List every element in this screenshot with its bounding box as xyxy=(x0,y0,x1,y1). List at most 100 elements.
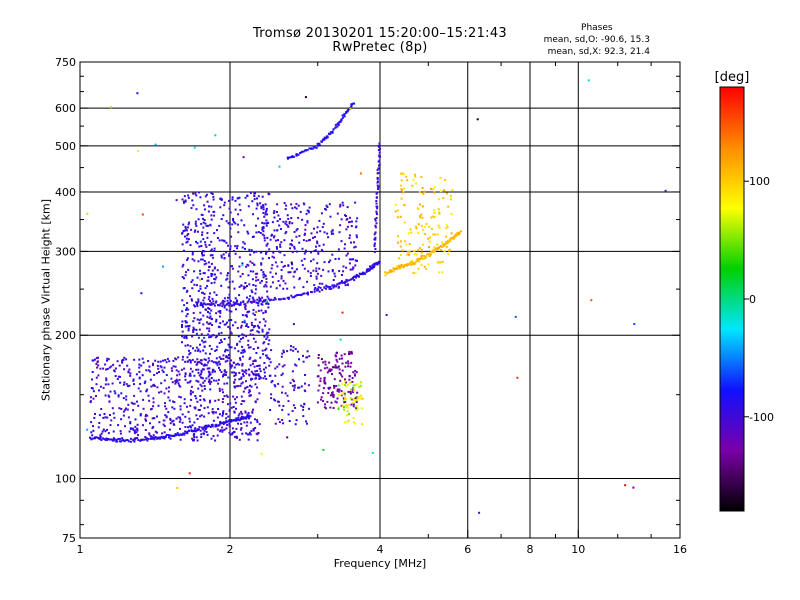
echo-point xyxy=(197,300,200,303)
echo-point xyxy=(220,422,223,425)
echo-point xyxy=(298,234,301,237)
echo-point xyxy=(240,376,243,379)
echo-point xyxy=(219,429,222,432)
echo-point xyxy=(222,398,225,400)
echo-point xyxy=(256,272,259,275)
echo-point xyxy=(276,365,279,368)
echo-point xyxy=(255,224,257,227)
echo-point xyxy=(241,262,244,265)
echo-point xyxy=(374,218,377,221)
echo-point xyxy=(249,421,252,424)
echo-point xyxy=(341,274,343,276)
echo-point xyxy=(191,335,194,338)
echo-point xyxy=(378,159,381,162)
echo-point xyxy=(228,410,231,412)
echo-point xyxy=(187,308,190,311)
echo-point xyxy=(323,138,326,141)
echo-point xyxy=(199,303,202,305)
echo-point xyxy=(128,384,131,387)
echo-point xyxy=(405,243,408,246)
echo-point xyxy=(297,294,300,296)
echo-point xyxy=(245,417,248,420)
echo-point xyxy=(239,358,242,361)
echo-point xyxy=(286,214,289,217)
echo-point xyxy=(196,303,199,306)
echo-point xyxy=(350,278,353,281)
echo-point xyxy=(164,359,167,361)
echo-point xyxy=(344,284,347,287)
echo-point xyxy=(90,431,93,434)
echo-point xyxy=(140,292,143,295)
echo-point xyxy=(239,384,242,387)
echo-point xyxy=(433,191,436,194)
echo-point xyxy=(229,227,232,230)
echo-point xyxy=(313,290,316,293)
echo-point xyxy=(207,210,210,213)
echo-point xyxy=(373,244,376,247)
echo-point xyxy=(264,366,267,369)
echo-point xyxy=(283,239,286,242)
echo-point xyxy=(252,308,255,311)
echo-point xyxy=(345,398,348,401)
echo-point xyxy=(336,388,339,391)
echo-point xyxy=(326,371,329,374)
echo-point xyxy=(201,214,204,216)
echo-point xyxy=(240,324,243,327)
echo-point xyxy=(169,419,172,421)
echo-point xyxy=(253,314,256,316)
echo-point xyxy=(208,295,211,298)
echo-point xyxy=(420,224,423,227)
echo-point xyxy=(328,287,331,290)
echo-point xyxy=(385,314,388,316)
echo-point xyxy=(252,373,255,376)
echo-point xyxy=(318,219,321,222)
echo-point xyxy=(105,368,108,371)
echo-point xyxy=(270,381,273,384)
echo-point xyxy=(187,223,190,226)
echo-point xyxy=(261,303,264,306)
echo-point xyxy=(234,222,237,225)
echo-point xyxy=(278,165,281,168)
echo-point xyxy=(171,381,174,384)
echo-point xyxy=(123,368,126,371)
echo-point xyxy=(333,366,336,369)
echo-point xyxy=(355,407,358,410)
echo-point xyxy=(247,300,250,303)
echo-point xyxy=(195,414,198,417)
echo-point xyxy=(220,198,223,201)
echo-point xyxy=(199,272,202,275)
echo-point xyxy=(346,414,349,417)
echo-point xyxy=(200,369,203,372)
echo-point xyxy=(228,296,231,299)
echo-point xyxy=(332,395,335,398)
colorbar-gradient xyxy=(720,87,744,511)
echo-point xyxy=(342,204,345,207)
echo-point xyxy=(200,258,203,261)
echo-point xyxy=(446,226,449,229)
echo-point xyxy=(239,428,242,431)
echo-point xyxy=(153,385,156,387)
echo-point xyxy=(172,419,175,422)
echo-point xyxy=(214,349,217,352)
echo-point xyxy=(235,427,238,430)
echo-point xyxy=(246,285,248,287)
echo-point xyxy=(164,436,167,438)
echo-point xyxy=(173,407,176,410)
echo-point xyxy=(327,285,330,288)
echo-point xyxy=(136,437,139,440)
echo-point xyxy=(188,374,191,377)
echo-point xyxy=(104,430,107,433)
echo-point xyxy=(192,347,194,350)
echo-point xyxy=(248,248,251,251)
echo-point xyxy=(203,399,206,402)
echo-point xyxy=(406,253,409,256)
echo-point xyxy=(176,374,179,377)
echo-point xyxy=(325,407,327,410)
echo-point xyxy=(284,222,287,225)
echo-point xyxy=(95,383,98,386)
echo-point xyxy=(280,277,283,280)
echo-point xyxy=(127,403,130,406)
echo-point xyxy=(187,329,190,332)
echo-point xyxy=(213,247,216,250)
echo-point xyxy=(130,427,132,430)
